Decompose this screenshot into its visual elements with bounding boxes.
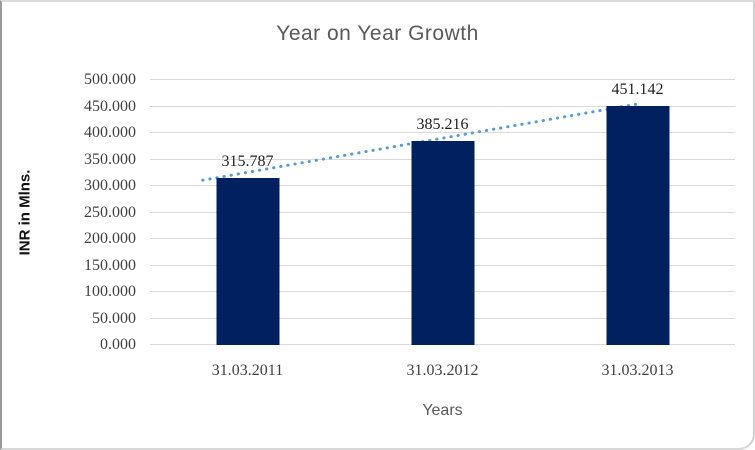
plot-area: 315.787 385.216 451.142: [150, 79, 735, 345]
y-tick-label: 200.000: [84, 230, 136, 247]
trendline: [201, 102, 640, 182]
x-tick-label: 31.03.2013: [601, 362, 674, 379]
x-axis-title: Years: [422, 402, 463, 419]
bar-31.03.2011: [216, 177, 279, 345]
y-tick-label: 250.000: [84, 203, 136, 221]
y-tick-label: 50.000: [92, 309, 136, 327]
y-tick-label: 450.000: [84, 97, 136, 115]
y-tick-label: 350.000: [84, 150, 136, 168]
bar-31.03.2013: [606, 105, 669, 345]
y-tick-label: 400.000: [84, 124, 136, 141]
data-label: 315.787: [221, 152, 274, 170]
y-tick-label: 300.000: [84, 177, 136, 194]
data-label: 451.142: [611, 80, 664, 98]
y-tick-label: 0.000: [100, 336, 136, 353]
x-axis-tick-labels: 31.03.2011 31.03.2012 31.03.2013: [150, 362, 735, 380]
data-label: 385.216: [416, 115, 469, 133]
gridline: [150, 132, 735, 133]
gridline: [150, 79, 735, 80]
y-axis-tick-labels: 0.000 50.000 100.000 150.000 200.000 250.000 3…: [2, 71, 142, 353]
chart-title: Year on Year Growth: [276, 22, 479, 45]
bar-31.03.2012: [411, 140, 474, 345]
x-tick-label: 31.03.2011: [211, 362, 284, 379]
gridline: [150, 105, 735, 107]
x-tick-label: 31.03.2012: [406, 362, 479, 379]
y-tick-label: 500.000: [84, 71, 136, 88]
y-tick-label: 150.000: [84, 256, 136, 274]
y-tick-label: 100.000: [84, 283, 136, 300]
